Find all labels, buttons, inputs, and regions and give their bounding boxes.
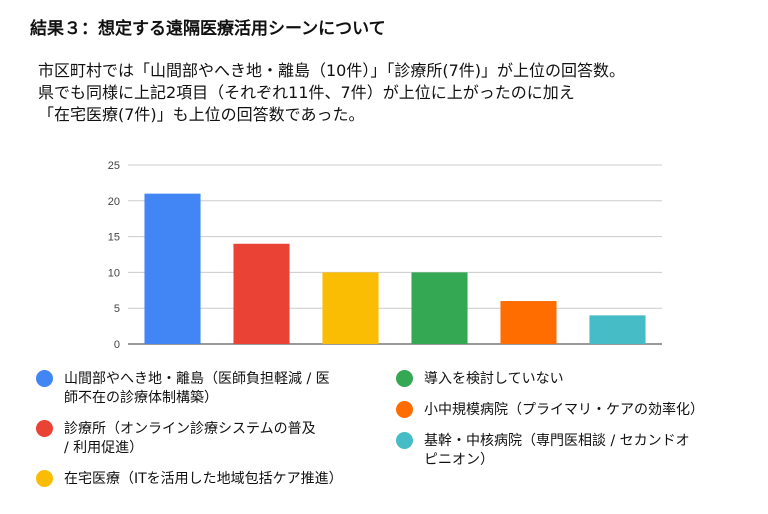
- legend-item-home-care: 在宅医療（ITを活用した地域包括ケア推進）: [36, 470, 366, 489]
- legend-label: 診療所（オンライン診療システムの普及 / 利用促進）: [64, 421, 316, 456]
- bar: [322, 272, 379, 344]
- legend-item-not-considered: 導入を検討していない: [396, 370, 741, 389]
- legend-right-column: 導入を検討していない 小中規模病院（プライマリ・ケアの効率化） 基幹・中核病院（…: [396, 370, 741, 482]
- y-tick-label: 10: [108, 267, 120, 279]
- legend-label: 山間部やへき地・離島（医師負担軽減 / 医 師不在の診療体制構築）: [64, 371, 330, 406]
- legend-marker-icon: [36, 470, 53, 487]
- summary-line-3: 「在宅医療(7件)」も上位の回答数であった。: [38, 105, 365, 124]
- bar: [589, 315, 646, 344]
- y-tick-label: 20: [108, 196, 120, 208]
- legend-label: 導入を検討していない: [424, 371, 564, 387]
- summary-line-2: 県でも同様に上記2項目（それぞれ11件、7件）が上位に上がったのに加え: [38, 83, 575, 102]
- legend-item-small-hospital: 小中規模病院（プライマリ・ケアの効率化）: [396, 401, 741, 420]
- y-tick-label: 25: [108, 160, 120, 172]
- y-tick-label: 5: [114, 303, 120, 315]
- legend-marker-icon: [36, 420, 53, 437]
- legend-marker-icon: [396, 401, 413, 418]
- bar: [411, 272, 468, 344]
- legend-label: 基幹・中核病院（専門医相談 / セカンドオ ピニオン）: [424, 433, 690, 468]
- legend-item-core-hospital: 基幹・中核病院（専門医相談 / セカンドオ ピニオン）: [396, 432, 741, 470]
- summary-text: 市区町村では「山間部やへき地・離島（10件）」「診療所(7件)」が上位の回答数。…: [38, 60, 625, 126]
- bar: [144, 193, 201, 344]
- legend-marker-icon: [36, 370, 53, 387]
- y-tick-label: 0: [114, 339, 120, 351]
- legend-marker-icon: [396, 370, 413, 387]
- legend-left-column: 山間部やへき地・離島（医師負担軽減 / 医 師不在の診療体制構築） 診療所（オン…: [36, 370, 366, 501]
- bar: [233, 243, 290, 344]
- legend-item-clinic: 診療所（オンライン診療システムの普及 / 利用促進）: [36, 420, 366, 458]
- y-tick-label: 15: [108, 232, 120, 244]
- bar: [500, 301, 557, 344]
- summary-line-1: 市区町村では「山間部やへき地・離島（10件）」「診療所(7件)」が上位の回答数。: [38, 61, 626, 80]
- legend-marker-icon: [396, 432, 413, 449]
- page-heading: 結果３：想定する遠隔医療活用シーンについて: [30, 19, 386, 39]
- legend-item-mountain-remote: 山間部やへき地・離島（医師負担軽減 / 医 師不在の診療体制構築）: [36, 370, 366, 408]
- legend-label: 在宅医療（ITを活用した地域包括ケア推進）: [64, 471, 343, 487]
- legend-label: 小中規模病院（プライマリ・ケアの効率化）: [424, 402, 704, 418]
